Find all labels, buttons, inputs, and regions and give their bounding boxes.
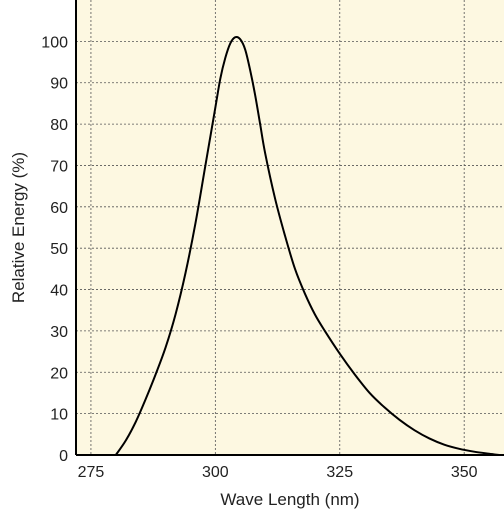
y-tick-label: 60 <box>50 200 68 217</box>
y-tick-label: 0 <box>59 448 68 465</box>
y-tick-label: 80 <box>50 117 68 134</box>
x-tick-label: 350 <box>451 464 478 481</box>
x-axis-title: Wave Length (nm) <box>220 490 359 509</box>
y-tick-label: 100 <box>41 34 68 51</box>
y-gridlines <box>76 40 504 415</box>
x-tick-label: 300 <box>202 464 229 481</box>
y-tick-label: 50 <box>50 241 68 258</box>
y-tick-label: 20 <box>50 365 68 382</box>
y-tick-label: 30 <box>50 324 68 341</box>
x-tick-label: 325 <box>326 464 353 481</box>
relative-energy-curve <box>114 35 500 456</box>
x-tick-labels: 275 300 325 350 <box>78 464 478 481</box>
y-tick-label: 70 <box>50 158 68 175</box>
x-tick-label: 275 <box>78 464 105 481</box>
y-tick-label: 10 <box>50 407 68 424</box>
y-tick-label: 90 <box>50 76 68 93</box>
y-tick-labels: 0 10 20 30 40 50 60 70 80 90 100 <box>41 34 68 465</box>
plot-area <box>76 0 504 455</box>
y-tick-label: 40 <box>50 283 68 300</box>
y-axis-title: Relative Energy (%) <box>9 152 28 303</box>
